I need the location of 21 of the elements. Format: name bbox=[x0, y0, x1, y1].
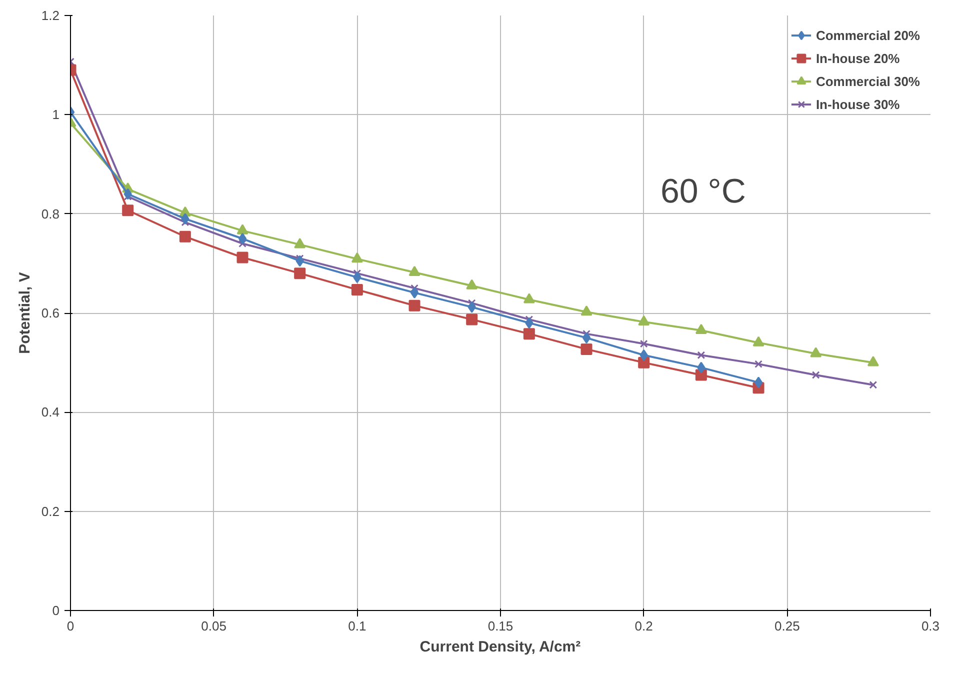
legend-label: Commercial 20% bbox=[816, 28, 920, 42]
legend-label: In-house 20% bbox=[816, 50, 900, 66]
x-axis-title: Current Density, A/cm² bbox=[420, 638, 581, 656]
x-tick-label: 0.1 bbox=[348, 618, 366, 634]
x-tick-label: 0.3 bbox=[921, 618, 940, 634]
y-axis-title: Potential, V bbox=[16, 272, 34, 354]
x-tick-label: 0.15 bbox=[488, 618, 514, 634]
y-tick-label: 0.4 bbox=[41, 404, 60, 420]
annotation: 60 °C bbox=[660, 172, 746, 210]
y-tick-label: 0.2 bbox=[41, 504, 60, 519]
legend-label: In-house 30% bbox=[816, 96, 900, 112]
y-tick-label: 0 bbox=[52, 603, 60, 618]
y-tick-label: 1 bbox=[52, 107, 60, 122]
y-tick-label: 0.6 bbox=[41, 306, 60, 320]
x-tick-label: 0.05 bbox=[201, 618, 226, 634]
x-tick-label: 0.2 bbox=[634, 618, 653, 634]
x-tick-label: 0.25 bbox=[774, 618, 800, 634]
y-tick-label: 1.2 bbox=[41, 8, 60, 23]
legend-label: Commercial 30% bbox=[816, 74, 920, 88]
y-tick-label: 0.8 bbox=[41, 206, 60, 222]
x-tick-label: 0 bbox=[66, 618, 74, 634]
